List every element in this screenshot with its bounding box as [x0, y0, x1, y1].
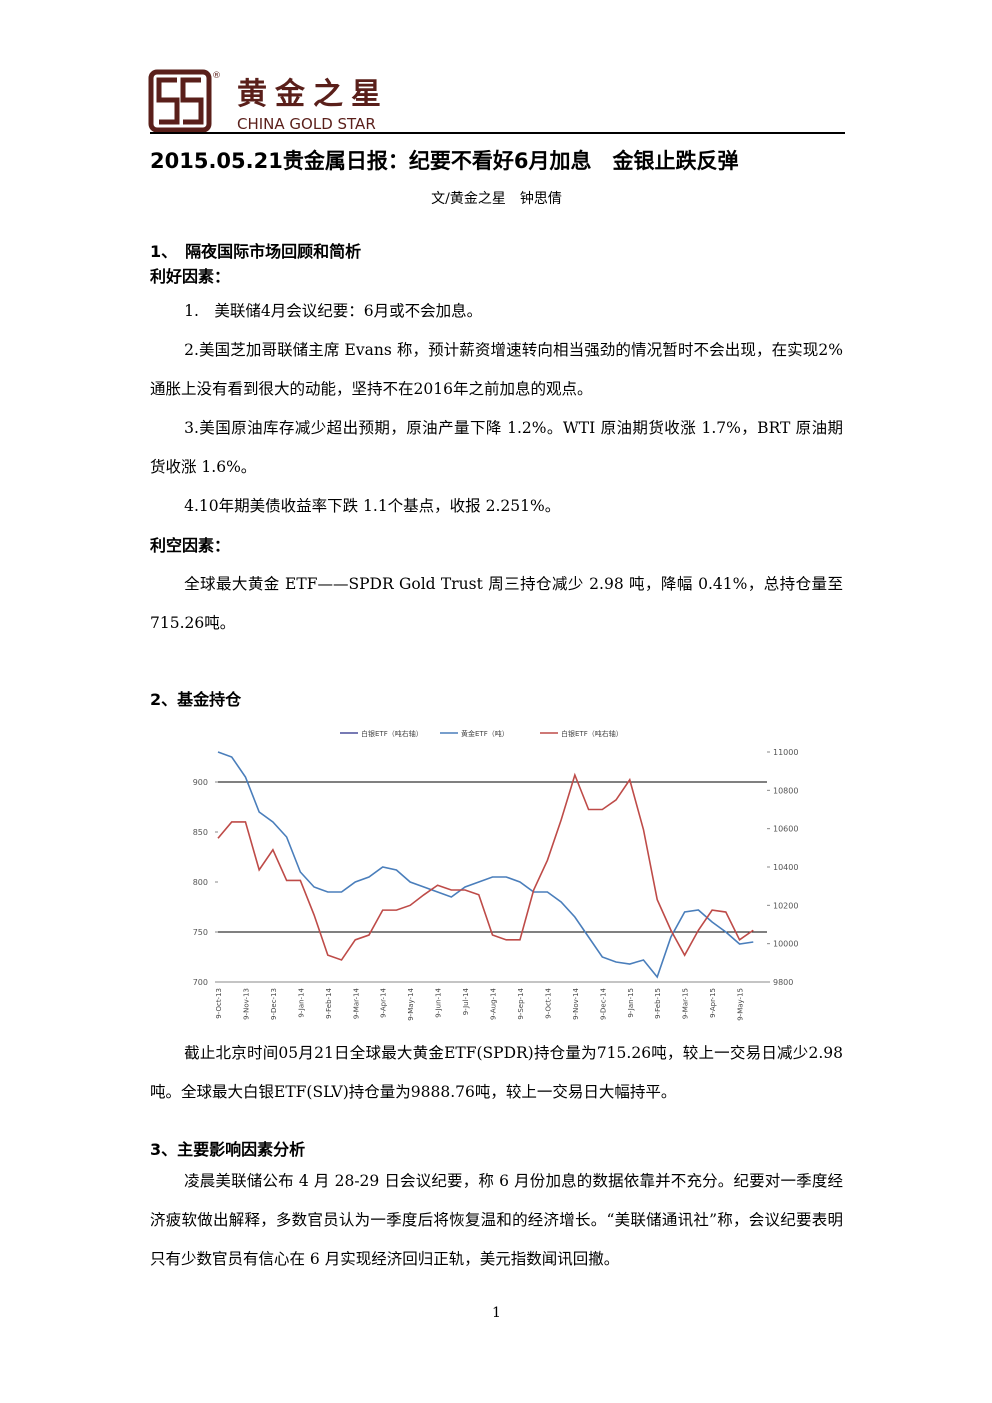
paragraph: 2.美国芝加哥联储主席 Evans 称，预计薪资增速转向相当强劲的情况暂时不会出…: [150, 341, 843, 398]
y2-tick-label: 10800: [773, 786, 798, 795]
x-tick-label: 9-Dec-14: [599, 987, 607, 1020]
paragraph: 1. 美联储4月会议纪要：6月或不会加息。: [184, 302, 483, 320]
section-heading: 3、主要影响因素分析: [150, 1140, 306, 1159]
author: 文/黄金之星 钟思倩: [431, 191, 562, 207]
x-tick-label: 9-Aug-14: [490, 987, 498, 1019]
y-tick-label: 800: [193, 878, 208, 887]
header: ® 黄金之星 CHINA GOLD STAR: [148, 69, 845, 134]
x-tick-label: 9-Sep-14: [517, 987, 525, 1019]
paragraph: 截止北京时间05月21日全球最大黄金ETF(SPDR)持仓量为715.26吨，较…: [150, 1044, 843, 1101]
y2-tick-label: 9800: [773, 978, 793, 987]
x-tick-label: 9-Dec-13: [270, 988, 278, 1020]
x-tick-label: 9-Nov-14: [572, 987, 580, 1019]
x-tick-label: 9-Feb-14: [325, 987, 333, 1018]
x-tick-label: 9-Oct-13: [215, 988, 223, 1019]
y-tick-label: 700: [193, 978, 208, 987]
x-tick-label: 9-Apr-14: [380, 987, 388, 1017]
section-heading: 2、基金持仓: [150, 690, 242, 709]
x-tick-label: 9-Oct-14: [544, 987, 552, 1018]
legend-label: 黄金ETF（吨）: [461, 729, 509, 738]
series-line: [217, 772, 754, 961]
section-heading: 1、 隔夜国际市场回顾和简析: [150, 242, 362, 261]
label: 利好因素：: [150, 267, 231, 286]
x-tick-label: 9-Apr-15: [709, 988, 717, 1018]
x-tick-label: 9-Feb-15: [654, 988, 662, 1019]
y-tick-label: 750: [193, 928, 208, 937]
y2-tick-label: 10600: [773, 825, 798, 834]
x-tick-label: 9-Mar-15: [682, 988, 690, 1019]
x-tick-label: 9-Jan-14: [297, 987, 305, 1017]
x-tick-label: 9-May-14: [407, 987, 415, 1020]
y2-tick-label: 11000: [773, 748, 798, 757]
y2-tick-label: 10000: [773, 940, 798, 949]
brand-en: CHINA GOLD STAR: [237, 115, 376, 133]
chart: 700 750 800 850 900 9800 10000 10200 10400 10600 1…: [193, 729, 799, 1021]
legend-label: 白银ETF（吨右轴）: [361, 729, 423, 738]
logo: [148, 69, 212, 133]
paragraph: 4.10年期美债收益率下跌 1.1个基点，收报 2.251%。: [184, 497, 561, 515]
x-tick-label: 9-Jun-14: [435, 987, 443, 1017]
registered: ®: [212, 71, 221, 81]
x-tick-label: 9-Jul-14: [462, 987, 470, 1015]
legend-label: 白银ETF（吨右轴）: [561, 729, 623, 738]
y2-tick-label: 10400: [773, 863, 798, 872]
paragraph: 全球最大黄金 ETF——SPDR Gold Trust 周三持仓减少 2.98 …: [150, 575, 843, 632]
title: 2015.05.21贵金属日报：纪要不看好6月加息 金银止跌反弹: [150, 149, 739, 173]
label: 利空因素：: [150, 536, 231, 555]
page-number: 1: [492, 1305, 501, 1321]
paragraph: 3.美国原油库存减少超出预期，原油产量下降 1.2%。WTI 原油期货收涨 1.…: [150, 419, 843, 476]
paragraph: 凌晨美联储公布 4 月 28-29 日会议纪要，称 6 月份加息的数据依靠并不充…: [150, 1172, 843, 1268]
x-tick-label: 9-Jan-15: [627, 988, 635, 1018]
y2-tick-label: 10200: [773, 901, 798, 910]
brand-cn: 黄金之星: [237, 77, 389, 112]
x-tick-label: 9-Nov-13: [242, 988, 250, 1020]
y-tick-label: 900: [193, 778, 208, 787]
y-tick-label: 850: [193, 828, 208, 837]
series-line: [217, 751, 754, 979]
x-tick-label: 9-May-15: [737, 988, 745, 1021]
x-tick-label: 9-Mar-14: [352, 987, 360, 1019]
